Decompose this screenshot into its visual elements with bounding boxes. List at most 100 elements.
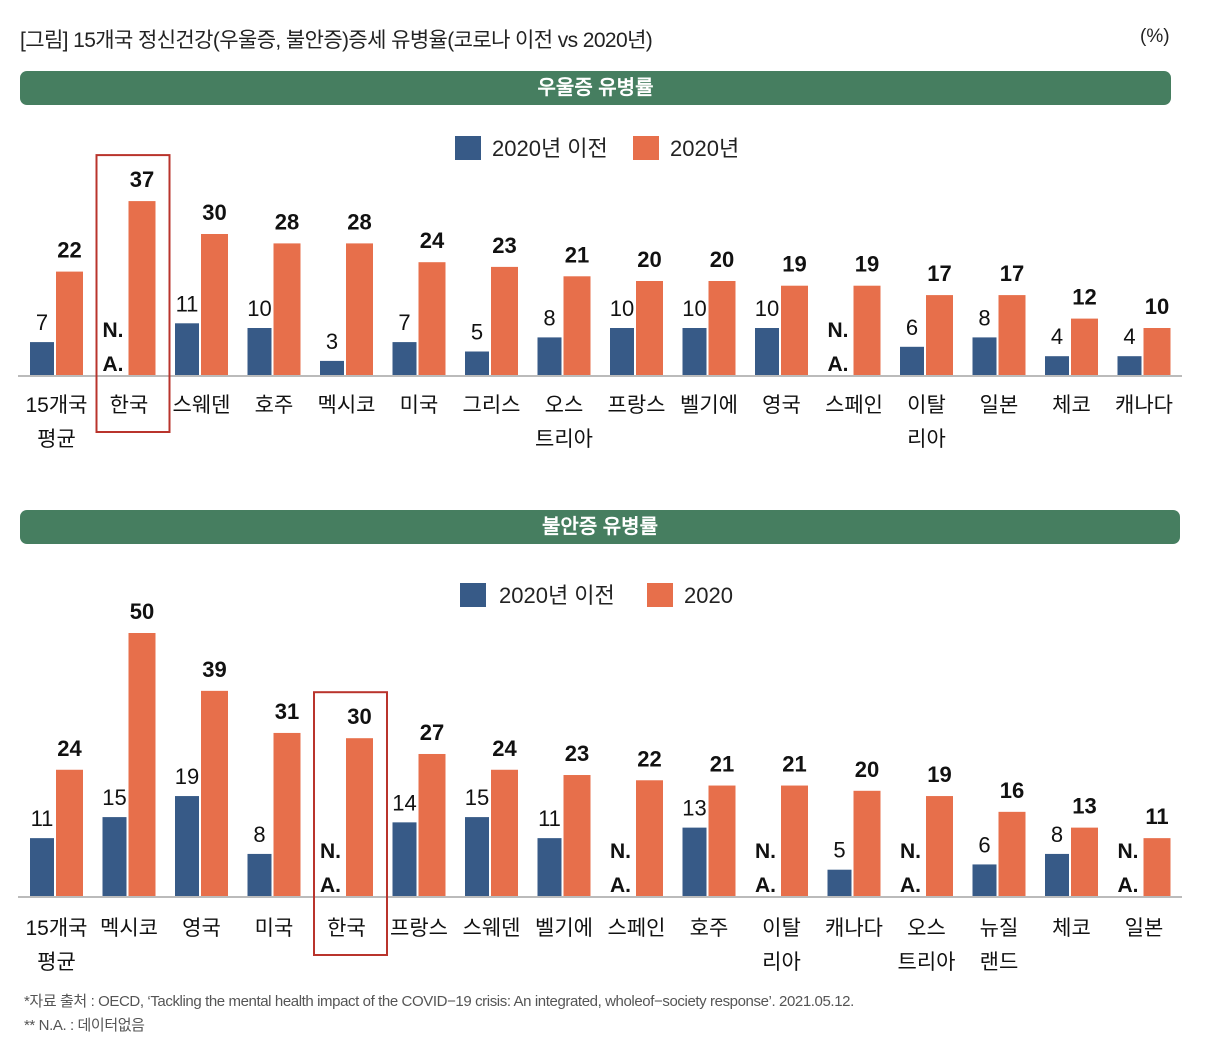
legend-label-2020: 2020: [684, 583, 733, 608]
category-label: 한국: [327, 917, 366, 940]
depression-chart-title: 우울증 유병률: [537, 77, 654, 99]
data-label-2020: 20: [710, 247, 734, 272]
bar-2020: [998, 811, 1026, 896]
legend-label-before: 2020년 이전: [492, 136, 608, 161]
category-label: 트리아: [535, 428, 593, 451]
data-label-before: 8: [253, 822, 265, 847]
bar-before: [537, 838, 562, 896]
data-label-before: 6: [906, 315, 918, 340]
data-label-before: 11: [538, 806, 561, 831]
data-label-2020: 22: [637, 746, 661, 771]
bar-2020: [56, 271, 83, 375]
category-label: 15개국: [26, 394, 88, 417]
bar-2020: [781, 285, 808, 375]
bar-before: [900, 346, 924, 375]
na-label: N.: [320, 840, 341, 863]
data-label-2020: 16: [1000, 778, 1024, 803]
bar-2020: [853, 790, 881, 896]
bar-before: [30, 838, 54, 896]
category-label: 트리아: [898, 951, 956, 974]
category-label: 리아: [907, 428, 946, 451]
data-label-2020: 22: [57, 238, 81, 263]
data-label-2020: 17: [927, 261, 951, 286]
category-label: 리아: [762, 951, 801, 974]
bar-2020: [128, 201, 156, 375]
bar-before: [247, 328, 272, 375]
data-label-before: 4: [1123, 324, 1135, 349]
category-label: 평균: [37, 428, 76, 451]
category-label: 멕시코: [100, 917, 158, 940]
bar-2020: [491, 266, 518, 375]
data-label-before: 10: [610, 296, 634, 321]
category-label: 영국: [182, 917, 221, 940]
category-label: 체코: [1052, 394, 1091, 417]
category-label: 15개국: [26, 917, 88, 940]
category-label: 이탈: [762, 917, 801, 940]
bar-2020: [781, 785, 808, 896]
bar-2020: [708, 281, 736, 375]
na-label: A.: [1118, 874, 1139, 897]
category-label: 멕시코: [318, 394, 376, 417]
bar-2020: [346, 738, 373, 896]
category-label: 스웨덴: [463, 917, 521, 940]
bar-before: [682, 827, 707, 896]
data-label-before: 7: [398, 310, 410, 335]
data-label-before: 10: [247, 296, 271, 321]
bar-before: [465, 351, 489, 375]
na-label: N.: [103, 319, 124, 342]
data-label-before: 15: [465, 785, 489, 810]
bar-2020: [1071, 318, 1098, 375]
data-label-before: 14: [392, 790, 416, 815]
bar-2020: [418, 262, 446, 375]
bar-2020: [563, 775, 591, 896]
bar-2020: [926, 796, 953, 896]
data-label-before: 5: [471, 320, 483, 345]
category-label: 호주: [690, 917, 729, 940]
bar-2020: [563, 276, 591, 375]
na-label: A.: [320, 874, 341, 897]
bar-before: [755, 328, 779, 375]
legend-swatch-before: [460, 583, 486, 607]
category-label: 캐나다: [825, 917, 883, 940]
category-label: 평균: [37, 951, 76, 974]
bar-2020: [201, 690, 228, 896]
category-label: 체코: [1052, 917, 1091, 940]
category-label: 그리스: [463, 394, 521, 417]
data-label-before: 6: [978, 832, 990, 857]
bar-before: [392, 822, 417, 896]
bar-before: [30, 342, 54, 375]
data-label-2020: 20: [637, 247, 661, 272]
data-label-2020: 31: [275, 699, 299, 724]
data-label-2020: 12: [1072, 285, 1096, 310]
data-label-before: 8: [978, 305, 990, 330]
legend-swatch-2020: [647, 583, 673, 607]
depression-banner: 우울증 유병률: [20, 71, 1171, 105]
na-label: A.: [900, 874, 921, 897]
data-label-before: 15: [102, 785, 126, 810]
figure-title: [그림] 15개국 정신건강(우울증, 불안증)증세 유병율(코로나 이전 vs…: [20, 29, 653, 52]
bar-2020: [346, 243, 373, 375]
bar-2020: [853, 285, 881, 375]
data-label-before: 7: [36, 310, 48, 335]
category-label: 벨기에: [535, 917, 593, 940]
bar-before: [827, 869, 852, 896]
legend-label-2020: 2020년: [670, 136, 739, 161]
data-label-2020: 17: [1000, 261, 1024, 286]
data-label-before: 3: [326, 329, 338, 354]
data-label-2020: 27: [420, 720, 444, 745]
bar-2020: [1143, 328, 1171, 375]
na-label: A.: [755, 874, 776, 897]
bar-2020: [418, 753, 446, 896]
category-label: 일본: [1125, 917, 1164, 940]
bar-before: [972, 337, 997, 375]
bar-before: [1045, 356, 1069, 375]
category-label: 이탈: [907, 394, 946, 417]
data-label-2020: 37: [130, 167, 154, 192]
bar-before: [320, 360, 344, 375]
bar-2020: [491, 769, 518, 896]
bar-2020: [128, 633, 156, 896]
data-label-2020: 10: [1145, 294, 1169, 319]
source-footnote: *자료 출처 : OECD, ‘Tackling the mental heal…: [24, 993, 854, 1010]
na-label: N.: [900, 840, 921, 863]
na-footnote: ** N.A. : 데이터없음: [24, 1017, 145, 1034]
